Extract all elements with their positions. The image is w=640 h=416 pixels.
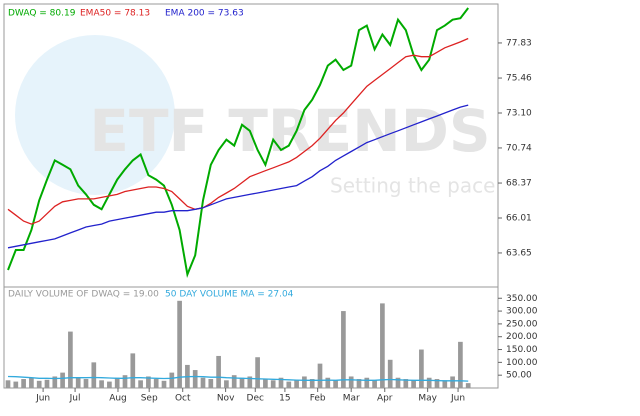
volume-bar <box>333 380 338 388</box>
y-tick-label: 63.65 <box>506 248 532 258</box>
volume-bar <box>263 379 268 388</box>
y-tick-label: 350.00 <box>506 294 538 304</box>
y-tick-label: 300.00 <box>506 307 538 317</box>
volume-bar <box>247 376 253 388</box>
volume-bar <box>60 372 65 388</box>
volume-bar <box>302 376 307 388</box>
volume-bar <box>5 380 11 388</box>
x-tick-label: Jul <box>69 394 81 404</box>
volume-bar <box>341 311 346 388</box>
volume-bar <box>52 376 58 388</box>
x-tick-label: Sep <box>141 394 158 404</box>
x-tick-label: Feb <box>310 394 326 404</box>
volume-bar <box>364 377 370 388</box>
volume-bar <box>465 383 471 388</box>
volume-bar <box>239 377 245 388</box>
series-line <box>7 7 469 278</box>
x-tick-label: Jun <box>450 394 465 404</box>
volume-bar <box>122 375 128 388</box>
volume-bar <box>270 380 276 388</box>
volume-bar <box>130 353 136 388</box>
x-tick-label: Oct <box>175 394 191 404</box>
y-tick-label: 250.00 <box>506 319 538 329</box>
y-tick-label: 75.46 <box>506 74 532 84</box>
legend-label: 50 DAY VOLUME MA = 27.04 <box>165 290 294 300</box>
volume-bar <box>458 341 463 388</box>
volume-bar <box>83 379 89 388</box>
volume-bar <box>192 370 198 388</box>
legend-label: DAILY VOLUME OF DWAQ = 19.00 <box>8 290 159 300</box>
volume-bar <box>169 372 175 388</box>
series-line <box>7 104 469 249</box>
volume-bar <box>161 380 167 388</box>
volume-bar <box>395 377 401 388</box>
volume-bar <box>146 376 151 388</box>
legend-label: EMA 200 = 73.63 <box>165 9 244 19</box>
y-tick-label: 100.00 <box>506 358 538 368</box>
volume-bar <box>348 376 354 388</box>
volume-bar <box>372 380 377 388</box>
watermark: ETF TRENDS <box>89 97 490 165</box>
x-tick-label: Aug <box>109 394 127 404</box>
x-tick-label: 15 <box>279 394 290 404</box>
x-tick-label: Dec <box>247 394 264 404</box>
volume-bar <box>36 380 42 388</box>
legend-label: DWAQ = 80.19 <box>8 9 76 19</box>
volume-bar <box>44 379 50 388</box>
volume-bar <box>411 380 416 388</box>
volume-bar <box>68 331 73 388</box>
volume-bar <box>325 377 331 388</box>
volume-bar <box>278 377 284 388</box>
y-tick-label: 73.10 <box>506 108 532 118</box>
volume-bar <box>224 380 229 388</box>
volume-bar <box>317 363 323 388</box>
watermark-circle <box>15 35 175 195</box>
volume-bar <box>419 349 424 388</box>
y-tick-label: 50.00 <box>506 371 532 381</box>
volume-bar <box>426 377 432 388</box>
series-line <box>7 37 469 225</box>
volume-bar <box>13 381 19 388</box>
x-tick-label: Jun <box>35 394 50 404</box>
volume-bar <box>208 379 214 388</box>
watermark-subtitle: Setting the pace <box>330 174 495 198</box>
y-tick-label: 68.37 <box>506 179 532 189</box>
volume-bar <box>107 381 112 388</box>
volume-bar <box>75 377 81 388</box>
volume-bar <box>450 376 455 388</box>
volume-bar <box>99 380 104 388</box>
volume-bar <box>177 300 182 388</box>
volume-bar <box>231 375 237 388</box>
volume-bar <box>442 380 448 388</box>
x-tick-label: Apr <box>377 394 393 404</box>
volume-bar <box>387 359 393 388</box>
volume-bar <box>294 380 299 388</box>
volume-bar <box>309 379 315 388</box>
y-tick-label: 70.74 <box>506 143 532 153</box>
volume-bar <box>380 303 385 388</box>
legend-label: EMA50 = 78.13 <box>80 9 150 19</box>
x-tick-label: May <box>418 394 437 404</box>
volume-bar <box>21 379 26 388</box>
volume-bar <box>434 379 440 388</box>
volume-bar <box>403 379 409 388</box>
volume-bar <box>114 377 120 388</box>
volume-bar <box>286 381 292 388</box>
y-tick-label: 200.00 <box>506 332 538 342</box>
x-tick-label: Mar <box>343 394 360 404</box>
volume-bar <box>200 377 206 388</box>
volume-bar <box>91 362 97 388</box>
y-tick-label: 150.00 <box>506 345 538 355</box>
volume-bar <box>255 357 260 388</box>
series-line <box>7 375 469 382</box>
y-tick-label: 77.83 <box>506 38 532 48</box>
volume-bar <box>356 379 362 388</box>
y-tick-label: 66.01 <box>506 213 532 223</box>
volume-bar <box>153 379 159 388</box>
volume-bar <box>29 377 34 388</box>
volume-bar <box>138 380 143 388</box>
volume-bar <box>216 355 221 388</box>
x-tick-label: Nov <box>217 394 235 404</box>
